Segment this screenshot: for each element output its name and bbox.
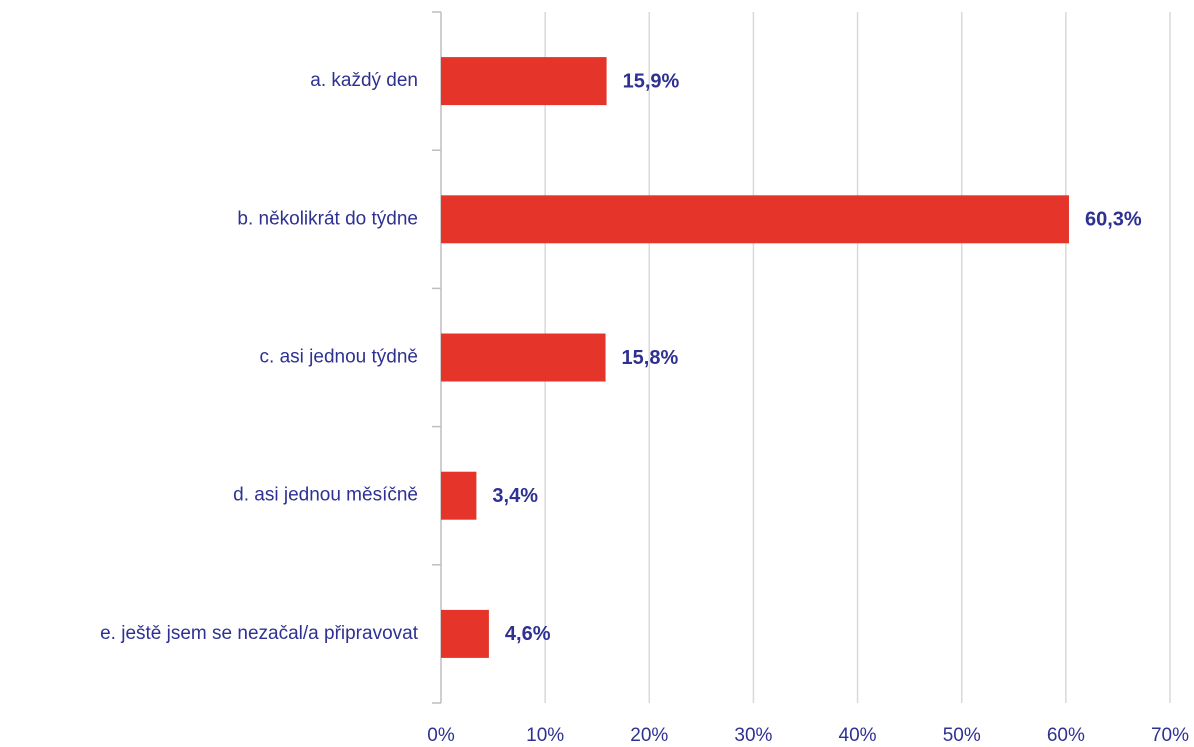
x-tick-label: 60%: [1047, 725, 1085, 746]
x-tick-label: 0%: [427, 725, 455, 746]
y-tick-label: c. asi jednou týdně: [260, 347, 418, 368]
x-tick-label: 10%: [526, 725, 564, 746]
x-tick-label: 20%: [630, 725, 668, 746]
value-label: 4,6%: [505, 623, 551, 645]
x-tick-label: 70%: [1151, 725, 1189, 746]
bar: [441, 609, 489, 658]
x-tick-label: 50%: [943, 725, 981, 746]
y-tick-label: b. několikrát do týdne: [237, 208, 418, 229]
y-tick-label: e. ještě jsem se nezačal/a připravovat: [100, 623, 419, 644]
y-tick-label: a. každý den: [310, 70, 418, 91]
value-label: 60,3%: [1085, 209, 1142, 231]
value-label: 3,4%: [492, 485, 538, 507]
bar: [441, 333, 606, 382]
value-label: 15,8%: [622, 347, 679, 369]
y-tick-label: d. asi jednou měsíčně: [233, 485, 418, 506]
bar: [441, 471, 477, 520]
value-label: 15,9%: [623, 70, 680, 92]
bar: [441, 195, 1069, 244]
x-tick-label: 30%: [734, 725, 772, 746]
bar: [441, 57, 607, 106]
x-tick-label: 40%: [839, 725, 877, 746]
